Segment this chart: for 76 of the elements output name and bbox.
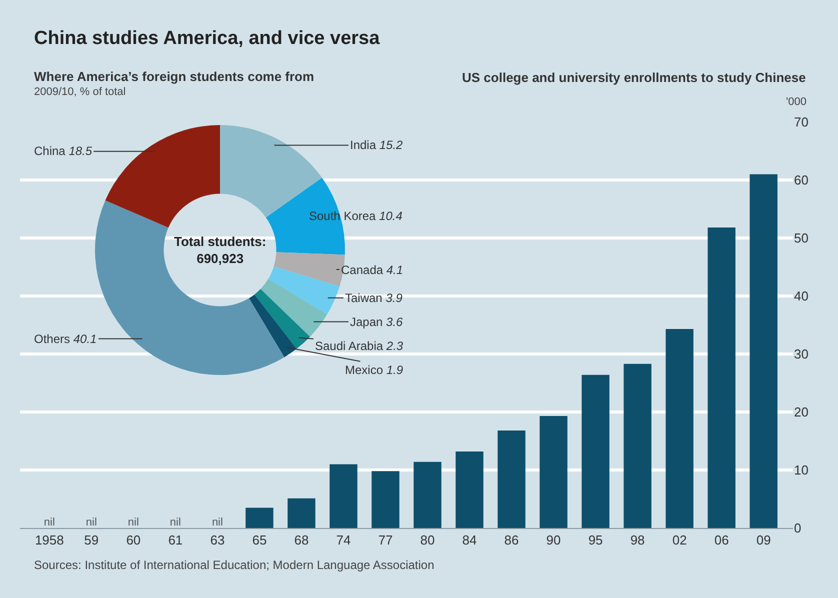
x-tick-label: 90 — [546, 532, 561, 548]
chart-title: China studies America, and vice versa — [34, 28, 380, 49]
x-tick-label: 95 — [588, 532, 603, 548]
data-label: 15.2 — [379, 138, 404, 152]
data-label: 40.1 — [73, 332, 97, 346]
bar — [540, 416, 568, 528]
y-tick-label: 20 — [794, 404, 808, 420]
slice-label: Canada — [341, 263, 384, 277]
data-label: 3.6 — [386, 315, 404, 329]
slice-label: Others — [34, 332, 70, 346]
x-tick-label: 74 — [336, 532, 351, 548]
bar — [582, 374, 610, 528]
chart-subtitle: US college and university enrollments to study Chinese — [462, 70, 806, 85]
slice-label: India — [350, 138, 376, 152]
y-tick-label: 50 — [794, 230, 808, 246]
bar — [372, 471, 400, 528]
x-tick-label: 84 — [462, 532, 477, 548]
source-note: Sources: Institute of International Education; Modern Language Association — [34, 558, 434, 572]
data-label: 10.4 — [379, 209, 403, 223]
x-tick-label: 02 — [672, 532, 687, 548]
chart-title: Where America’s foreign students come from — [34, 69, 314, 84]
donut-slice — [248, 294, 297, 358]
donut-slice — [105, 125, 220, 228]
donut-slice — [260, 278, 328, 337]
x-tick-label: 06 — [714, 532, 729, 548]
bar — [498, 430, 526, 528]
bar — [624, 364, 652, 528]
y-axis-title: '000 — [786, 96, 806, 108]
slice-label: South Korea — [309, 209, 376, 223]
chart-subtitle: 2009/10, % of total — [34, 86, 126, 98]
y-tick-label: 30 — [794, 346, 808, 362]
data-label: nil — [212, 516, 223, 528]
x-tick-label: 65 — [252, 532, 267, 548]
x-tick-label: 61 — [168, 532, 183, 548]
y-tick-label: 0 — [794, 520, 802, 536]
annotation: Total students: 690,923 — [174, 234, 266, 266]
bar — [330, 464, 358, 528]
slice-label: Taiwan — [345, 291, 382, 305]
x-tick-label: 59 — [84, 532, 99, 548]
x-tick-label: 63 — [210, 532, 225, 548]
data-label: nil — [86, 516, 97, 528]
y-tick-label: 40 — [794, 288, 808, 304]
y-tick-label: 70 — [794, 114, 808, 130]
data-label: nil — [44, 516, 55, 528]
donut-slice — [95, 200, 284, 375]
data-label: 2.3 — [385, 339, 404, 353]
bar — [750, 174, 778, 528]
bar — [288, 498, 316, 528]
bar — [246, 508, 274, 528]
x-tick-label: 80 — [420, 532, 435, 548]
y-tick-label: 10 — [794, 462, 808, 478]
x-tick-label: 60 — [126, 532, 141, 548]
donut-slice — [268, 266, 340, 314]
bar — [666, 329, 694, 528]
data-label: nil — [170, 516, 181, 528]
x-tick-label: 09 — [756, 532, 771, 548]
slice-label: Saudi Arabia — [315, 339, 384, 353]
slice-label: Mexico — [345, 363, 384, 377]
x-tick-label: 86 — [504, 532, 519, 548]
slice-label: Japan — [350, 315, 383, 329]
donut-slice — [254, 289, 310, 349]
data-label: nil — [128, 516, 139, 528]
x-tick-label: 68 — [294, 532, 309, 548]
data-label: 3.9 — [386, 291, 403, 305]
slice-label: China — [34, 144, 66, 158]
x-tick-label: 98 — [630, 532, 645, 548]
data-label: 4.1 — [386, 263, 404, 277]
bar — [414, 462, 442, 528]
donut-slice — [266, 178, 345, 255]
x-tick-label: 77 — [378, 532, 393, 548]
data-label: 18.5 — [68, 144, 92, 158]
x-tick-label: 1958 — [34, 532, 64, 548]
bar — [708, 228, 736, 528]
bar — [456, 451, 484, 528]
y-tick-label: 60 — [794, 172, 808, 188]
data-label: 1.9 — [386, 363, 404, 377]
